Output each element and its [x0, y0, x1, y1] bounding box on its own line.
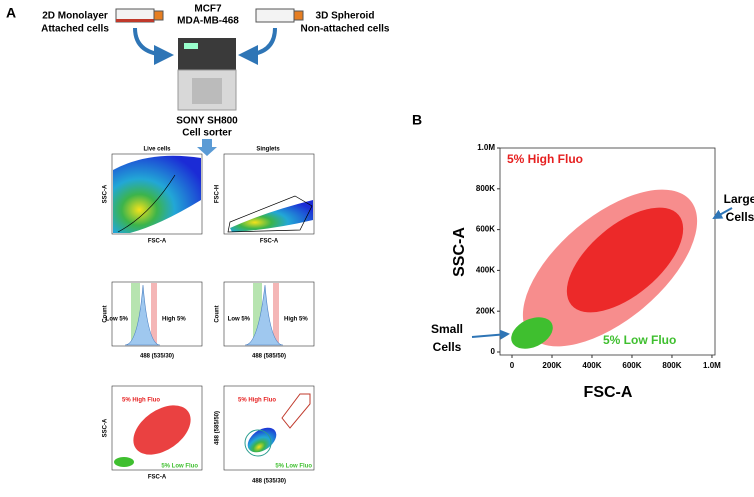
x-tick-label: 0 [510, 361, 515, 370]
plot-title: Singlets [256, 147, 280, 153]
scatter-plot [223, 385, 315, 471]
y-tick-label: 1.0M [477, 143, 495, 152]
source-label: Attached cells [41, 24, 109, 35]
histogram-plot [223, 281, 315, 347]
arrow [133, 27, 174, 65]
gate-label: 5% Low Fluo [161, 464, 198, 470]
cell-sorter-icon [177, 38, 237, 111]
x-tick-label: 600K [622, 361, 641, 370]
cell-line: MCF7 [194, 4, 222, 15]
x-tick-label: 200K [542, 361, 561, 370]
panel-label: B [412, 112, 422, 128]
axis-title: SSC-A [103, 418, 109, 437]
scatter-plot [499, 147, 716, 356]
x-tick-label: 1.0M [703, 361, 721, 370]
instrument-label: Cell sorter [182, 128, 232, 139]
scatter-plot [111, 385, 203, 471]
annotation: Cells [726, 210, 754, 224]
gate-label: 5% High Fluo [238, 398, 276, 404]
cell-line: MDA-MB-468 [177, 16, 239, 27]
annotation: Cells [433, 340, 462, 354]
axis-title: Count [215, 305, 221, 322]
gate-label: High 5% [284, 317, 308, 323]
plot-title: Live cells [143, 147, 171, 153]
y-tick-label: 200K [476, 306, 495, 315]
panel-label: A [6, 5, 16, 21]
gate-label: Low 5% [106, 317, 129, 323]
axis-title: SSC-A [103, 184, 109, 203]
axis-title: FSC-A [148, 475, 167, 481]
axis-title: Count [103, 305, 109, 322]
histogram-plot [111, 281, 203, 347]
x-tick-label: 800K [662, 361, 681, 370]
annotation: Small [431, 322, 463, 336]
density-plot [111, 153, 203, 235]
axis-title: SSC-A [451, 227, 468, 277]
annotation: Large [724, 192, 754, 206]
gate-label: High 5% [162, 317, 186, 323]
axis-title: FSC-A [584, 384, 633, 401]
density-plot [223, 153, 315, 235]
y-tick-label: 400K [476, 266, 495, 275]
axis-title: FSC-A [260, 239, 279, 245]
instrument-label: SONY SH800 [176, 116, 238, 127]
gate-label: 5% Low Fluo [603, 333, 676, 347]
source-label: 3D Spheroid [316, 11, 375, 22]
source-label: Non-attached cells [301, 24, 390, 35]
axis-title: 488 (585/50) [252, 354, 286, 360]
axis-title: FSC-H [215, 185, 221, 203]
y-tick-label: 800K [476, 184, 495, 193]
arrow [712, 207, 733, 219]
gate-label: 5% High Fluo [507, 152, 583, 166]
axis-title: FSC-A [148, 239, 167, 245]
gate-label: 5% High Fluo [122, 398, 160, 404]
y-tick-label: 0 [491, 347, 496, 356]
arrow [238, 27, 277, 65]
y-tick-label: 600K [476, 225, 495, 234]
gate-label: 5% Low Fluo [275, 464, 312, 470]
source-label: 2D Monolayer [42, 11, 108, 22]
arrow [471, 329, 510, 340]
arrow [197, 139, 217, 156]
axis-title: 488 (535/30) [140, 354, 174, 360]
axis-title: 488 (535/30) [252, 479, 286, 485]
flask-icon [255, 8, 304, 23]
flask-icon [115, 8, 164, 23]
x-tick-label: 400K [582, 361, 601, 370]
gate-label: Low 5% [228, 317, 251, 323]
axis-title: 488 (585/50) [215, 411, 221, 445]
